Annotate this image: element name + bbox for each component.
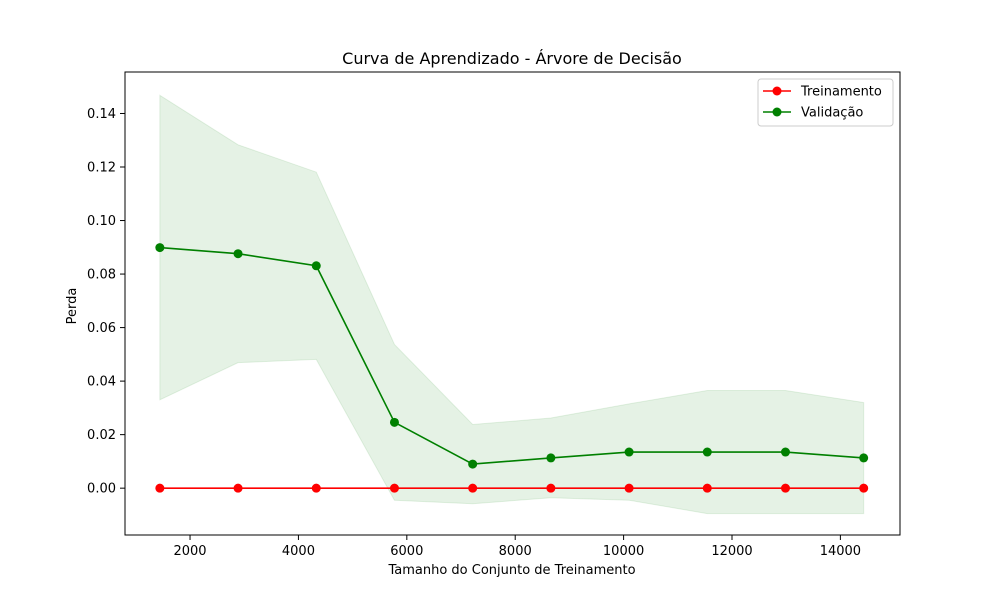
y-tick-label: 0.02 — [87, 428, 116, 443]
series-line-validacao — [159, 246, 864, 465]
axes-frame — [124, 71, 901, 536]
series-band-validacao — [159, 94, 865, 515]
data-point-treinamento — [155, 483, 165, 493]
data-point-treinamento — [311, 483, 321, 493]
data-point-validacao — [389, 417, 399, 427]
legend-box — [757, 78, 894, 127]
legend-marker-1 — [772, 107, 782, 117]
y-tick-label: 0.06 — [87, 321, 116, 336]
x-tick-label: 6000 — [390, 544, 423, 559]
data-point-treinamento — [389, 483, 399, 493]
data-point-validacao — [702, 447, 712, 457]
x-tick-label: 8000 — [499, 544, 532, 559]
data-point-validacao — [233, 249, 243, 259]
plot-layer — [155, 94, 869, 515]
x-tick-label: 10000 — [603, 544, 644, 559]
y-tick-label: 0.08 — [87, 268, 116, 283]
data-point-treinamento — [624, 483, 634, 493]
legend-marker-0 — [772, 86, 782, 96]
data-point-validacao — [780, 447, 790, 457]
data-point-validacao — [155, 243, 165, 253]
data-point-validacao — [624, 447, 634, 457]
data-point-treinamento — [233, 483, 243, 493]
data-point-treinamento — [702, 483, 712, 493]
data-point-validacao — [311, 261, 321, 271]
data-point-validacao — [546, 453, 556, 463]
x-axis-label: Tamanho do Conjunto de Treinamento — [387, 563, 635, 578]
y-tick-label: 0.12 — [87, 161, 116, 176]
y-tick-label: 0.04 — [87, 375, 116, 390]
chart-title: Curva de Aprendizado - Árvore de Decisão — [342, 49, 682, 68]
y-tick-label: 0.14 — [87, 107, 116, 122]
data-point-treinamento — [780, 483, 790, 493]
y-axis-label: Perda — [65, 288, 80, 325]
x-tick-label: 2000 — [173, 544, 206, 559]
data-point-treinamento — [468, 483, 478, 493]
data-point-treinamento — [546, 483, 556, 493]
legend: Treinamento Validação — [757, 78, 894, 127]
data-point-validacao — [468, 459, 478, 469]
legend-label: Validação — [801, 106, 863, 121]
legend-label: Treinamento — [800, 85, 882, 100]
axes-layer: 2000 4000 6000 8000 10000 12000 14000 0.00 0.02 0… — [87, 71, 901, 559]
x-tick-label: 14000 — [820, 544, 861, 559]
x-tick-label: 12000 — [711, 544, 752, 559]
x-tick-label: 4000 — [282, 544, 315, 559]
y-tick-label: 0.00 — [87, 482, 116, 497]
data-point-validacao — [859, 453, 869, 463]
data-point-treinamento — [859, 483, 869, 493]
y-tick-label: 0.10 — [87, 214, 116, 229]
